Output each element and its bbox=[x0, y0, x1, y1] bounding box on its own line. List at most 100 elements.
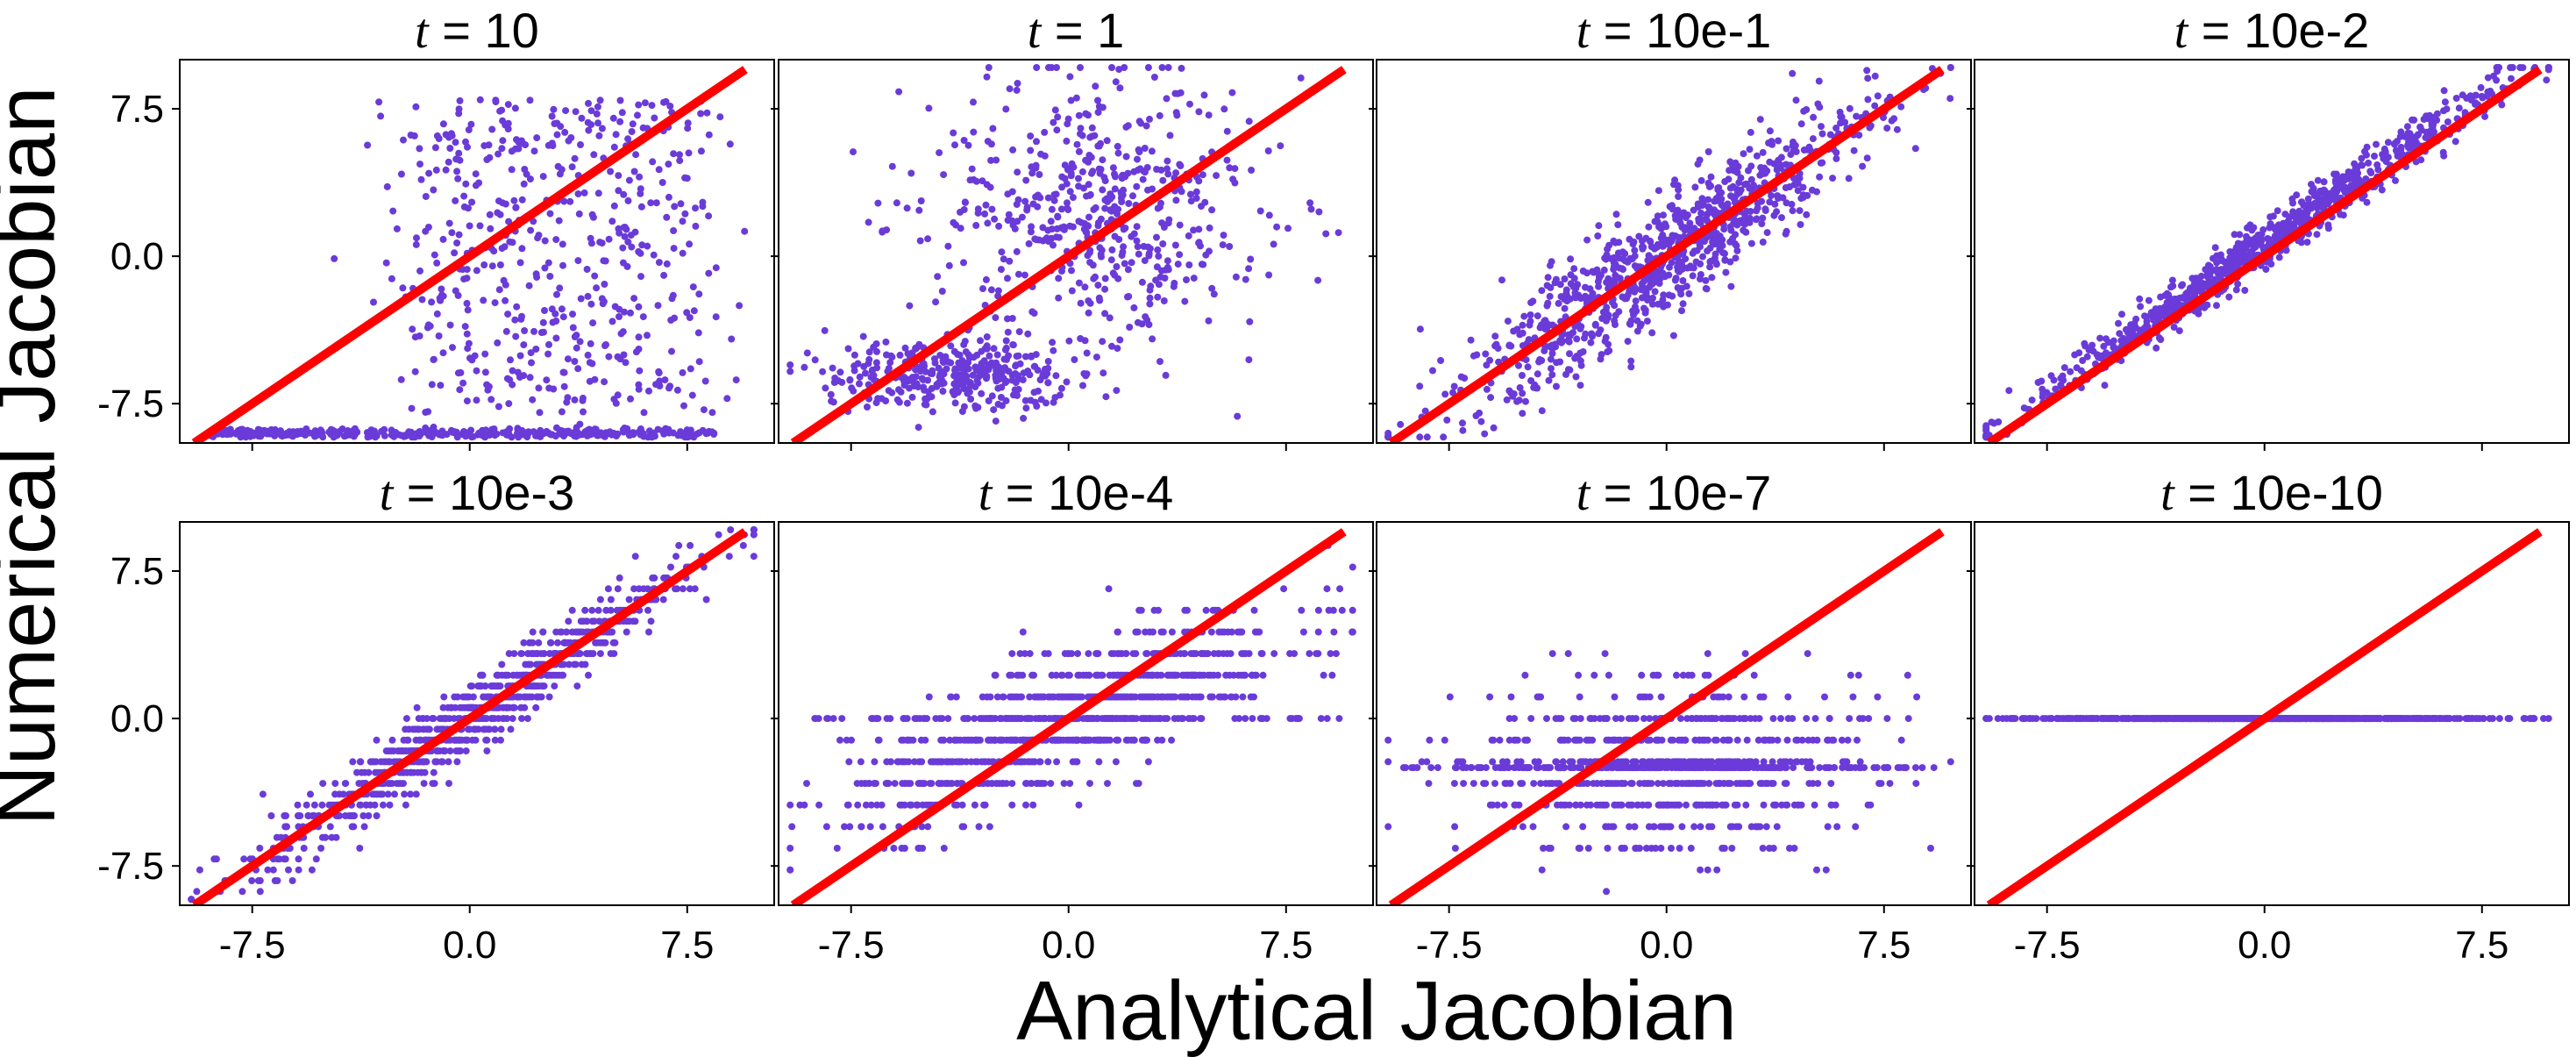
data-point bbox=[1187, 190, 1194, 198]
data-point bbox=[1133, 237, 1141, 245]
data-point bbox=[1164, 170, 1172, 178]
data-point bbox=[422, 424, 430, 432]
data-point bbox=[695, 358, 703, 366]
data-point bbox=[665, 384, 672, 392]
data-point bbox=[552, 671, 560, 679]
data-point bbox=[557, 628, 565, 636]
data-point bbox=[2146, 311, 2154, 319]
data-point bbox=[416, 267, 423, 275]
data-point bbox=[510, 196, 518, 204]
data-point bbox=[1144, 243, 1152, 251]
data-point bbox=[365, 812, 373, 819]
data-point bbox=[1135, 118, 1143, 125]
data-point bbox=[1832, 149, 1840, 156]
data-point bbox=[878, 801, 886, 809]
data-point bbox=[1735, 179, 1743, 187]
data-point bbox=[400, 136, 407, 144]
data-point bbox=[1721, 178, 1729, 185]
data-point bbox=[703, 109, 711, 117]
data-point bbox=[1863, 154, 1871, 162]
data-point bbox=[492, 96, 500, 104]
data-point bbox=[587, 300, 595, 308]
data-point bbox=[529, 396, 537, 404]
data-point bbox=[1818, 130, 1826, 138]
data-point bbox=[601, 281, 608, 288]
data-point bbox=[516, 352, 524, 360]
data-point bbox=[821, 326, 829, 334]
data-point bbox=[513, 671, 521, 679]
data-point bbox=[1544, 299, 1552, 307]
data-point bbox=[982, 275, 990, 283]
data-point bbox=[1689, 272, 1697, 280]
data-point bbox=[559, 261, 566, 269]
data-point bbox=[694, 329, 702, 337]
data-point bbox=[1613, 274, 1621, 282]
data-point bbox=[1060, 225, 1068, 233]
data-point bbox=[463, 330, 471, 338]
data-point bbox=[1085, 213, 1092, 221]
data-point bbox=[1075, 175, 1082, 182]
data-point bbox=[1477, 418, 1485, 425]
data-point bbox=[1094, 282, 1102, 289]
data-point bbox=[639, 313, 647, 321]
data-point bbox=[1718, 200, 1726, 208]
panel-frame bbox=[179, 521, 775, 906]
data-point bbox=[1226, 671, 1234, 679]
data-point bbox=[1758, 220, 1766, 228]
data-point bbox=[962, 348, 970, 356]
data-point bbox=[445, 158, 452, 166]
reference-line bbox=[191, 528, 748, 905]
data-point bbox=[2262, 266, 2270, 273]
data-point bbox=[2373, 161, 2381, 168]
data-point bbox=[520, 180, 528, 188]
data-point bbox=[520, 639, 528, 646]
data-point bbox=[1726, 167, 1733, 175]
data-point bbox=[1047, 218, 1055, 225]
data-point bbox=[2463, 94, 2471, 102]
data-point bbox=[412, 790, 420, 798]
data-point bbox=[391, 790, 398, 798]
data-point bbox=[1771, 200, 1779, 208]
data-point bbox=[1162, 371, 1170, 379]
data-point bbox=[964, 388, 971, 396]
data-point bbox=[660, 271, 668, 279]
data-point bbox=[1582, 292, 1589, 300]
data-point bbox=[2452, 95, 2460, 102]
data-point bbox=[310, 801, 318, 809]
data-point bbox=[1083, 349, 1091, 357]
data-point bbox=[577, 141, 584, 148]
data-point bbox=[1077, 335, 1085, 342]
data-point bbox=[1087, 154, 1095, 161]
data-point bbox=[560, 382, 568, 390]
data-point bbox=[552, 318, 560, 325]
data-point bbox=[431, 144, 439, 152]
data-point bbox=[1632, 297, 1640, 305]
data-point bbox=[1226, 164, 1234, 172]
data-point bbox=[475, 429, 483, 437]
data-point bbox=[480, 693, 487, 701]
y-tick-label: 0.0 bbox=[110, 235, 164, 278]
data-point bbox=[452, 155, 460, 163]
data-point bbox=[2060, 364, 2068, 372]
data-point bbox=[635, 585, 643, 593]
data-point bbox=[944, 715, 952, 723]
data-point bbox=[1006, 85, 1014, 93]
data-point bbox=[888, 354, 896, 361]
data-point bbox=[1055, 294, 1063, 302]
data-point bbox=[964, 141, 972, 149]
data-point bbox=[442, 166, 450, 174]
data-point bbox=[1327, 650, 1334, 658]
data-point bbox=[1101, 285, 1109, 293]
data-point bbox=[568, 163, 576, 171]
data-point bbox=[547, 639, 555, 646]
data-point bbox=[362, 801, 370, 809]
data-point bbox=[503, 375, 511, 382]
data-point bbox=[1397, 420, 1405, 428]
data-point bbox=[686, 314, 694, 321]
data-point bbox=[883, 351, 890, 359]
data-point bbox=[470, 725, 478, 733]
data-point bbox=[1437, 357, 1445, 364]
data-point bbox=[1009, 341, 1017, 348]
data-point bbox=[512, 204, 520, 211]
data-point bbox=[1734, 162, 1742, 170]
